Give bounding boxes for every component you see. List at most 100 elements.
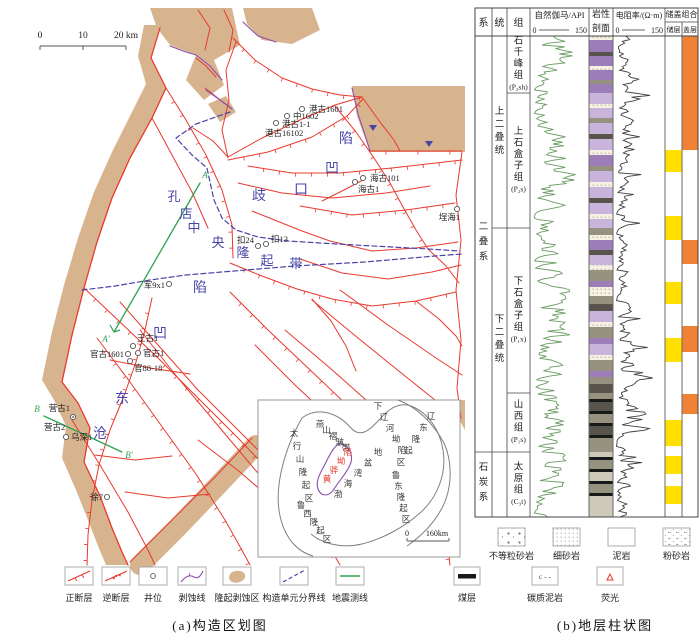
zone-label-char: 央 [211,235,224,250]
fault-tick [334,299,337,304]
strat-label-char: 炭 [479,477,489,488]
strat-label-char: 下 [514,277,524,287]
fault-tick [238,548,242,552]
strat-label-char: 子 [514,160,524,171]
caprock-block [682,36,698,150]
lith-bed-gray [589,438,613,452]
fault-line [415,300,463,347]
lith-bed-purple [589,281,613,287]
lith-bed-purple [589,155,613,166]
well-label: 官古1601 [90,349,124,359]
fault-line [339,289,463,376]
inset-label-char: 下 [374,401,383,411]
erosion-line [195,54,223,81]
lith-bed-lavender [589,311,613,322]
fault-tick [103,350,107,354]
lith-bed-darkgray [589,134,613,139]
fault-tick [330,211,332,216]
fault-line [109,359,191,375]
well-label: 港古1601 [309,104,343,114]
fault-tick [262,168,265,173]
fault-tick [132,388,136,392]
erosion-line [205,89,233,110]
strat-label-char: 盒 [514,148,524,160]
fault-tick [241,444,245,448]
fault-tick [110,418,115,421]
inset-label-char: 区 [305,493,314,503]
strat-label-char: 石 [514,288,524,298]
erosion-tick [188,572,191,577]
carb-symbol: c - - [539,572,552,581]
fault-tick [430,297,432,302]
well-label: 营古1 [49,403,70,413]
legend-label: 不等粒砂岩 [489,550,534,561]
fault-line [192,127,229,158]
fault-tick [122,376,127,379]
lith-bed-coal [589,493,613,496]
fault-line [237,182,431,199]
header-caprock: 盖层 [683,25,697,34]
map-triangle-symbol [425,141,433,147]
reverse-teeth [118,573,121,577]
inset-label-char: 海 [344,479,353,489]
strat-label-char: 二 [495,328,505,338]
fault-tick [357,104,361,108]
fault-tick [187,128,192,132]
well-label: 海古1 [358,184,379,194]
strat-code: (P₂sh) [509,83,528,92]
lith-bed-sand-dots [589,235,613,240]
fault-tick [243,156,245,161]
fault-tick [221,200,226,203]
fault-tick [222,520,226,524]
fault-tick [326,92,329,97]
fault-line [129,437,253,563]
fault-tick [122,388,127,391]
lith-bed-purple [589,70,613,80]
fault-tick [150,353,155,357]
strat-label-char: 石 [514,37,524,47]
inset-label-char: 太 [290,428,299,438]
strat-label-char: 上 [514,126,524,137]
well-marker [165,280,173,288]
inset-map-frame [257,399,461,558]
zone-label-char: 孔 [167,189,180,204]
fault-tick [137,343,141,346]
fault-tick [346,214,348,218]
lith-bed-purple [589,56,613,66]
legend-box [138,566,168,586]
fault-line [361,96,401,152]
fault-tick [213,507,218,510]
zone-label-char: 东 [115,391,129,407]
lith-bed-gray [589,377,613,384]
resistivity-curve [616,35,653,518]
fault-tick [238,303,242,307]
pattern-coarse [498,528,525,546]
reservoir-block [665,150,682,172]
fault-line [61,27,167,383]
lith-bed-purple [589,40,613,52]
fault-tick [295,83,298,88]
lith-bed-darkgray [589,250,613,255]
fault-line [227,96,363,158]
lith-bed-sand-dots [589,287,613,296]
legend-label: 煤层 [458,592,476,603]
fault-line [311,299,451,413]
legend-label: 正断层 [65,592,92,603]
well-label: 徐7 [90,492,103,502]
fault-tick [366,305,368,309]
header-lithology: 岩性 [592,8,610,19]
caprock-block [682,394,698,414]
lith-bed-gray [589,166,613,171]
strat-label-char: 太 [514,460,524,472]
lith-bed-coal [589,457,613,460]
fault-line [61,381,129,566]
well-label: 海古101 [370,173,400,183]
legend-label: 碳质泥岩 [527,592,563,603]
lith-bed-lavender [589,93,613,104]
fault-tick [141,401,145,405]
fault-line [94,454,173,461]
fault-tick [370,156,374,160]
fault-tick [289,144,292,149]
lith-bed-purple [589,240,613,250]
